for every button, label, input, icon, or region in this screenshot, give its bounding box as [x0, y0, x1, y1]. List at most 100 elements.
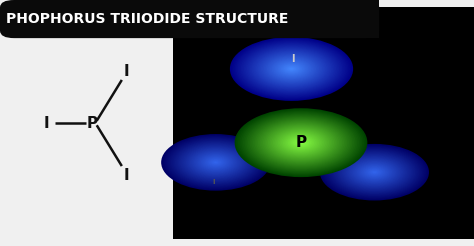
Circle shape: [342, 155, 407, 189]
Circle shape: [282, 64, 301, 74]
Circle shape: [241, 43, 342, 95]
Circle shape: [247, 46, 336, 92]
Circle shape: [332, 150, 417, 194]
Circle shape: [346, 157, 403, 187]
Circle shape: [179, 143, 253, 182]
Circle shape: [361, 165, 388, 179]
Circle shape: [182, 145, 250, 180]
Circle shape: [163, 135, 269, 190]
Circle shape: [251, 117, 351, 169]
Circle shape: [190, 149, 242, 176]
Circle shape: [353, 161, 396, 184]
Circle shape: [276, 61, 307, 77]
Circle shape: [186, 147, 246, 178]
Circle shape: [205, 157, 227, 168]
Circle shape: [370, 170, 379, 174]
Circle shape: [291, 138, 311, 148]
Circle shape: [164, 136, 267, 189]
Circle shape: [256, 50, 327, 87]
Circle shape: [258, 120, 344, 165]
Circle shape: [171, 139, 261, 186]
Circle shape: [265, 55, 318, 82]
Circle shape: [239, 42, 344, 96]
Circle shape: [345, 157, 404, 188]
Circle shape: [203, 156, 228, 169]
Circle shape: [358, 164, 391, 181]
Circle shape: [236, 40, 347, 98]
Circle shape: [343, 156, 406, 188]
Circle shape: [231, 38, 352, 100]
Circle shape: [287, 66, 296, 71]
Circle shape: [357, 163, 392, 181]
Circle shape: [202, 155, 229, 169]
Circle shape: [261, 53, 322, 85]
Circle shape: [271, 127, 331, 158]
Circle shape: [245, 45, 337, 93]
Circle shape: [324, 146, 425, 198]
Circle shape: [337, 153, 411, 191]
Circle shape: [365, 167, 384, 177]
Circle shape: [173, 140, 258, 184]
Circle shape: [261, 122, 341, 163]
Circle shape: [169, 138, 262, 186]
Circle shape: [283, 133, 319, 152]
Circle shape: [257, 51, 325, 86]
Circle shape: [184, 146, 247, 179]
Circle shape: [209, 159, 222, 166]
Circle shape: [249, 116, 353, 169]
Circle shape: [172, 140, 259, 185]
Circle shape: [235, 39, 348, 98]
Circle shape: [191, 150, 240, 175]
Circle shape: [194, 151, 237, 174]
Circle shape: [176, 142, 255, 183]
Circle shape: [255, 119, 347, 167]
Circle shape: [201, 154, 231, 170]
Circle shape: [284, 134, 318, 151]
Circle shape: [199, 154, 232, 171]
Circle shape: [235, 108, 367, 177]
Circle shape: [237, 41, 346, 97]
Circle shape: [289, 137, 313, 149]
Circle shape: [273, 128, 329, 157]
Circle shape: [351, 160, 398, 184]
Circle shape: [276, 130, 326, 156]
Circle shape: [197, 153, 235, 172]
Circle shape: [285, 66, 298, 72]
Circle shape: [278, 62, 305, 76]
Circle shape: [239, 111, 363, 175]
Circle shape: [354, 162, 395, 183]
Circle shape: [242, 43, 341, 94]
Circle shape: [253, 49, 330, 89]
Circle shape: [359, 164, 390, 180]
Circle shape: [161, 134, 270, 191]
Circle shape: [372, 171, 377, 174]
Circle shape: [327, 147, 422, 197]
Circle shape: [296, 140, 306, 145]
Text: I: I: [124, 168, 129, 183]
Circle shape: [241, 112, 361, 174]
Circle shape: [183, 145, 248, 179]
Circle shape: [373, 171, 376, 173]
Circle shape: [175, 141, 256, 184]
Circle shape: [211, 160, 220, 165]
Circle shape: [267, 56, 316, 82]
Circle shape: [279, 131, 322, 154]
Circle shape: [248, 46, 335, 91]
Circle shape: [321, 145, 428, 200]
Circle shape: [245, 113, 357, 172]
Circle shape: [350, 159, 399, 185]
Circle shape: [208, 158, 224, 167]
Circle shape: [189, 148, 243, 177]
Circle shape: [263, 123, 339, 162]
Circle shape: [248, 115, 354, 170]
Circle shape: [323, 145, 426, 199]
Circle shape: [334, 151, 415, 193]
Circle shape: [288, 136, 314, 150]
Circle shape: [192, 150, 239, 174]
Circle shape: [210, 159, 221, 165]
Circle shape: [366, 168, 383, 176]
Circle shape: [198, 153, 233, 171]
Circle shape: [347, 158, 402, 186]
Circle shape: [272, 59, 311, 79]
Circle shape: [284, 65, 299, 73]
